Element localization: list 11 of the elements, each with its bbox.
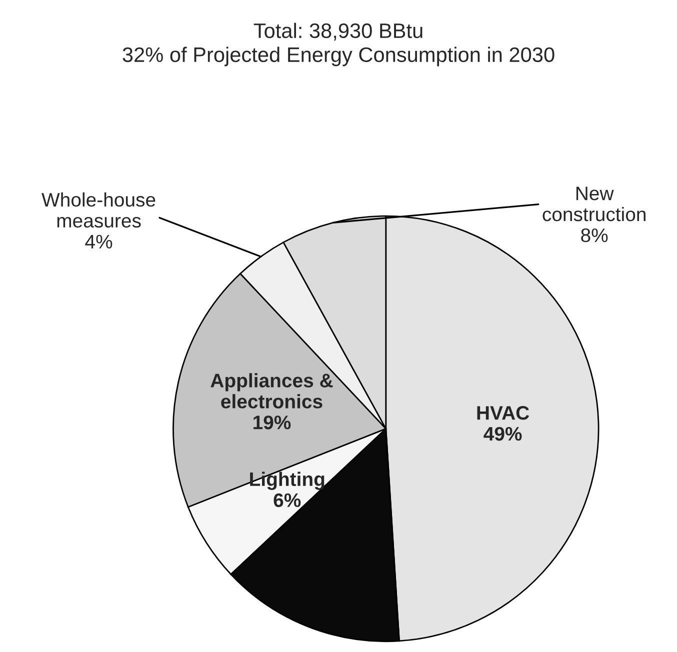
slice-label: Appliances & electronics	[210, 373, 333, 408]
data-label: 4%	[85, 234, 112, 248]
data-label: 49%	[484, 426, 522, 441]
slice-label: Lighting	[250, 472, 324, 490]
slice-label: HVAC	[477, 406, 530, 420]
data-label: 19%	[254, 416, 291, 430]
slice-label: New construction	[542, 186, 646, 222]
data-label: 8%	[581, 228, 608, 242]
data-label: 6%	[274, 493, 301, 508]
slice-label: Whole-house measures	[42, 192, 156, 228]
chart-title: Total: 38,930 BBtu 32% of Projected Energy Consumption in 2030	[122, 22, 554, 66]
